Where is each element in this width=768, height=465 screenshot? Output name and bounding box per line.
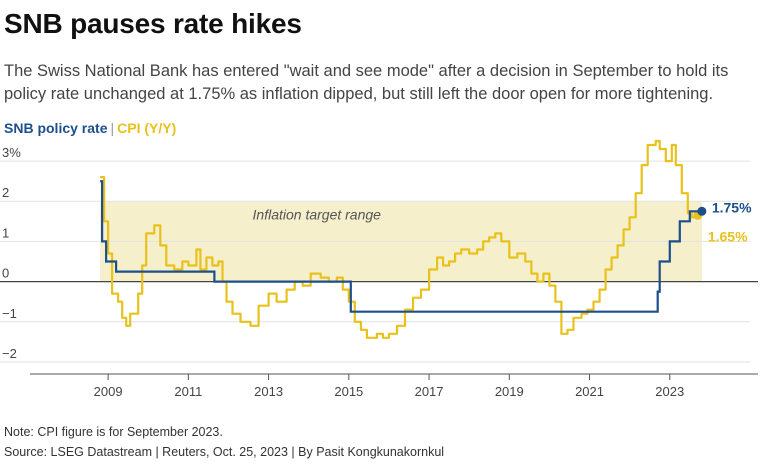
legend-separator: | [110,120,115,136]
chart-title: SNB pauses rate hikes [4,8,302,39]
x-tick-label: 2023 [655,384,684,399]
y-tick-label: −1 [2,306,17,321]
y-tick-label: −2 [2,346,17,361]
series-line-snb-policy-rate [100,180,702,313]
x-tick-label: 2013 [254,384,283,399]
legend-snb-policy-rate: SNB policy rate [4,120,108,136]
y-tick-label: 2 [2,185,9,200]
series-line-cpi [100,139,699,339]
inflation-target-label: Inflation target range [253,206,382,222]
source-line: Source: LSEG Datastream | Reuters, Oct. … [4,445,445,459]
x-tick-label: 2011 [174,384,202,399]
x-tick-label: 2017 [415,384,444,399]
y-tick-label: 0 [2,266,9,281]
chart-subtitle: The Swiss National Bank has entered "wai… [4,62,729,103]
y-tick-label: 3% [2,145,21,160]
x-tick-label: 2021 [575,384,604,399]
cpi-end-label: 1.65% [708,228,748,244]
x-tick-label: 2009 [94,384,123,399]
y-tick-label: 1 [2,225,9,240]
legend-cpi: CPI (Y/Y) [117,120,177,136]
snb-end-label: 1.75% [712,199,752,215]
legend: SNB policy rate | CPI (Y/Y) [4,120,176,136]
snb-end-point [697,206,707,216]
footnote: Note: CPI figure is for September 2023. [4,425,223,439]
x-tick-label: 2019 [495,384,524,399]
x-tick-label: 2015 [334,384,363,399]
